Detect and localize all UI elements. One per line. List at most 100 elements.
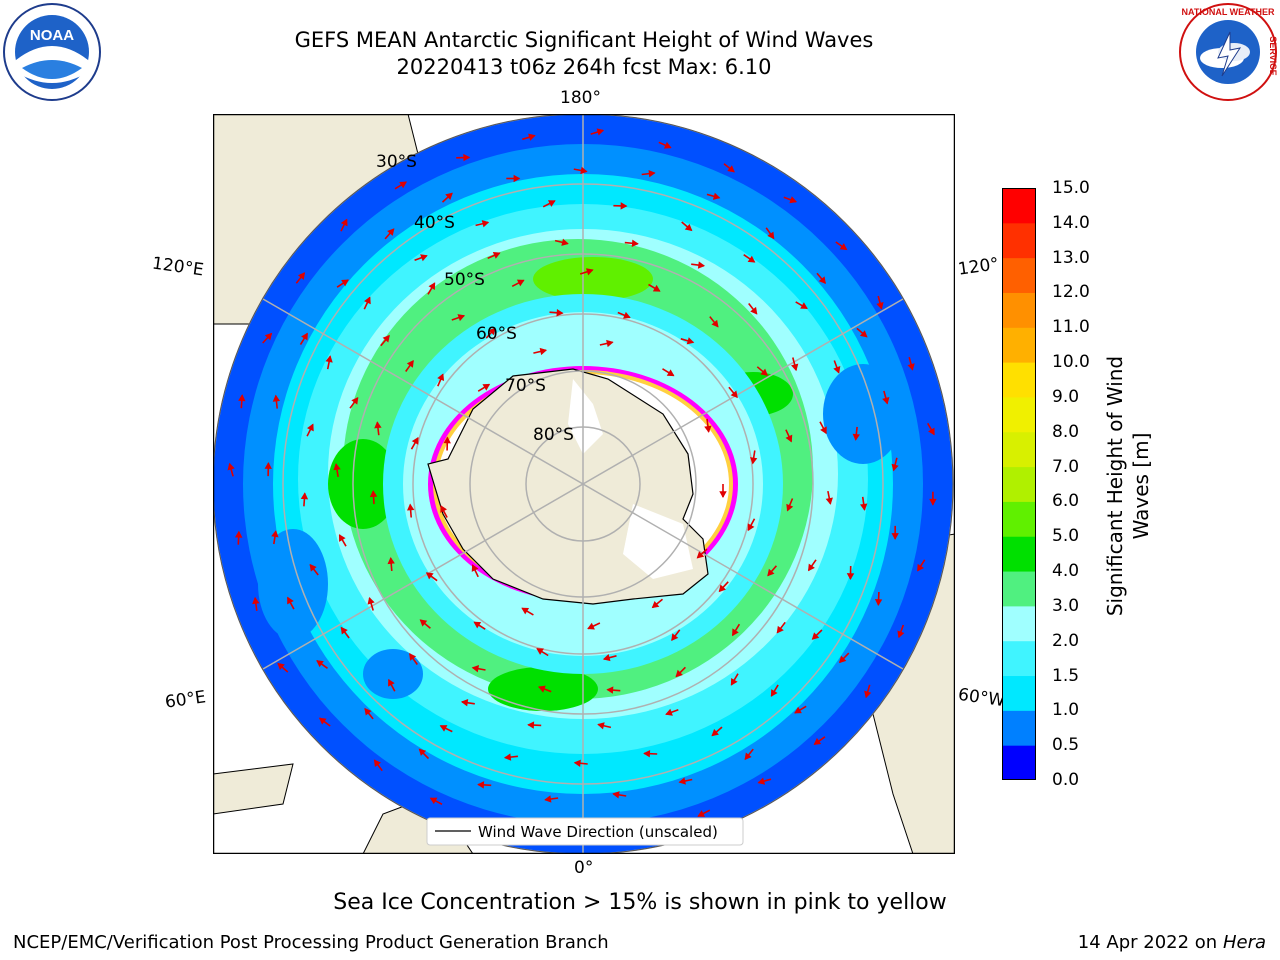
wave-direction-arrowhead — [864, 690, 872, 699]
wave-direction-arrowhead — [492, 252, 501, 259]
wave-direction-arrowhead — [561, 238, 569, 246]
wave-direction-arrowhead — [891, 463, 899, 472]
colorbar-tick-label: 1.5 — [1052, 665, 1080, 686]
colorbar-tick-label: 0.0 — [1052, 770, 1080, 790]
wave-direction-arrowhead — [678, 777, 686, 785]
wave-direction-arrowhead — [606, 686, 614, 694]
colorbar-segment — [1002, 292, 1036, 328]
wave-direction-arrowhead — [556, 309, 564, 317]
chart-title: GEFS MEAN Antarctic Significant Height o… — [294, 28, 874, 52]
wave-direction-arrowhead — [369, 490, 378, 498]
colorbar-segment — [1002, 222, 1036, 259]
wave-direction-arrowhead — [820, 426, 827, 435]
wave-direction-arrowhead — [587, 622, 595, 630]
lat-label-70s: 70°S — [505, 376, 546, 396]
wave-direction-arrowhead — [789, 196, 797, 204]
arrow-legend-label: Wind Wave Direction (unscaled) — [478, 823, 718, 841]
colorbar-tick-label: 11.0 — [1052, 317, 1090, 338]
colorbar-segment — [1002, 640, 1036, 677]
wave-direction-arrowhead — [234, 530, 243, 538]
wave-direction-arrowhead — [929, 498, 937, 506]
wave-direction-arrowhead — [406, 360, 414, 368]
wave-direction-arrowhead — [623, 311, 631, 319]
wave-direction-arrowhead — [760, 368, 769, 376]
wave-direction-arrowhead — [340, 218, 348, 227]
lat-label-50s: 50°S — [444, 270, 485, 290]
wave-direction-arrowhead — [776, 625, 784, 634]
lat-label-40s: 40°S — [414, 213, 455, 233]
wave-direction-arrowhead — [482, 383, 491, 391]
wave-direction-arrowhead — [287, 596, 294, 605]
wave-direction-arrowhead — [860, 503, 868, 511]
wave-direction-arrowhead — [917, 563, 924, 572]
colorbar-tick-label: 7.0 — [1052, 456, 1080, 477]
footer-date-text: 14 Apr 2022 on — [1077, 932, 1218, 953]
wave-direction-arrowhead — [663, 141, 672, 149]
wave-direction-arrowhead — [399, 181, 407, 189]
wave-direction-arrowhead — [373, 759, 381, 767]
wave-direction-arrowhead — [309, 563, 317, 572]
wave-direction-arrowhead — [528, 133, 536, 141]
footer-date: 14 Apr 2022 on Hera — [1078, 932, 1266, 953]
wave-direction-arrowhead — [727, 165, 735, 173]
wave-direction-arrowhead — [227, 462, 235, 471]
colorbar-segment — [1002, 362, 1036, 398]
wave-direction-arrowhead — [318, 717, 327, 725]
wave-direction-arrowhead — [437, 373, 445, 381]
wave-direction-arrowhead — [364, 707, 372, 716]
wave-direction-arrowhead — [818, 276, 826, 284]
wave-direction-arrowhead — [675, 669, 683, 678]
wave-direction-arrowhead — [333, 463, 341, 471]
wave-direction-arrowhead — [238, 394, 246, 402]
wave-direction-arrowhead — [651, 601, 660, 609]
wave-direction-arrowhead — [477, 781, 485, 789]
colorbar-segment — [1002, 188, 1036, 224]
colorbar-segment — [1002, 571, 1036, 607]
wave-direction-arrowhead — [277, 662, 285, 671]
wave-direction-arrowhead — [387, 228, 395, 236]
wave-direction-arrowhead — [443, 436, 451, 444]
wave-direction-arrowhead — [791, 363, 799, 372]
wave-direction-arrowhead — [367, 597, 375, 605]
wave-direction-arrowhead — [891, 533, 899, 540]
colorbar-tick-label: 9.0 — [1052, 386, 1080, 407]
wave-direction-arrowhead — [521, 607, 530, 615]
wave-direction-arrowhead — [786, 503, 794, 512]
wave-direction-arrowhead — [428, 282, 436, 290]
colorbar-segment — [1002, 466, 1036, 502]
wave-direction-arrowhead — [527, 721, 535, 729]
wave-direction-arrowhead — [747, 523, 755, 532]
wave-direction-arrowhead — [418, 748, 427, 756]
wave-direction-arrowhead — [407, 503, 415, 511]
wave-direction-arrowhead — [732, 628, 739, 637]
wave-direction-arrowhead — [750, 457, 758, 465]
wave-direction-arrowhead — [471, 564, 479, 572]
wave-direction-arrowhead — [612, 791, 620, 799]
wave-direction-arrowhead — [297, 272, 306, 280]
colorbar-segment — [1002, 710, 1036, 746]
wave-direction-arrowhead — [307, 423, 314, 432]
lat-label-80s: 80°S — [533, 425, 574, 445]
wave-direction-arrowhead — [648, 170, 656, 178]
wave-direction-arrowhead — [463, 153, 471, 162]
wave-direction-arrowhead — [364, 296, 371, 305]
wave-direction-arrowhead — [544, 795, 552, 803]
wave-direction-arrowhead — [711, 728, 719, 737]
wave-direction-arrowhead — [536, 648, 544, 655]
colorbar-segment — [1002, 257, 1036, 293]
wave-direction-arrowhead — [652, 284, 661, 292]
wave-direction-arrowhead — [419, 619, 428, 627]
wave-direction-arrowhead — [374, 421, 382, 429]
wave-direction-arrowhead — [643, 749, 651, 758]
colorbar-tick-label: 13.0 — [1052, 247, 1090, 268]
wave-direction-arrowhead — [596, 128, 605, 136]
colorbar-segment — [1002, 396, 1036, 433]
colorbar-tick-label: 14.0 — [1052, 212, 1090, 233]
wave-direction-arrowhead — [301, 332, 308, 341]
wave-direction-arrowhead — [704, 425, 712, 433]
wave-direction-arrowhead — [928, 427, 935, 436]
colorbar-tick-label: 3.0 — [1052, 595, 1080, 616]
colorbar-tick-label: 15.0 — [1052, 178, 1090, 198]
colorbar-tick-label: 1.0 — [1052, 700, 1080, 721]
arrow-legend: Wind Wave Direction (unscaled) — [426, 817, 744, 846]
